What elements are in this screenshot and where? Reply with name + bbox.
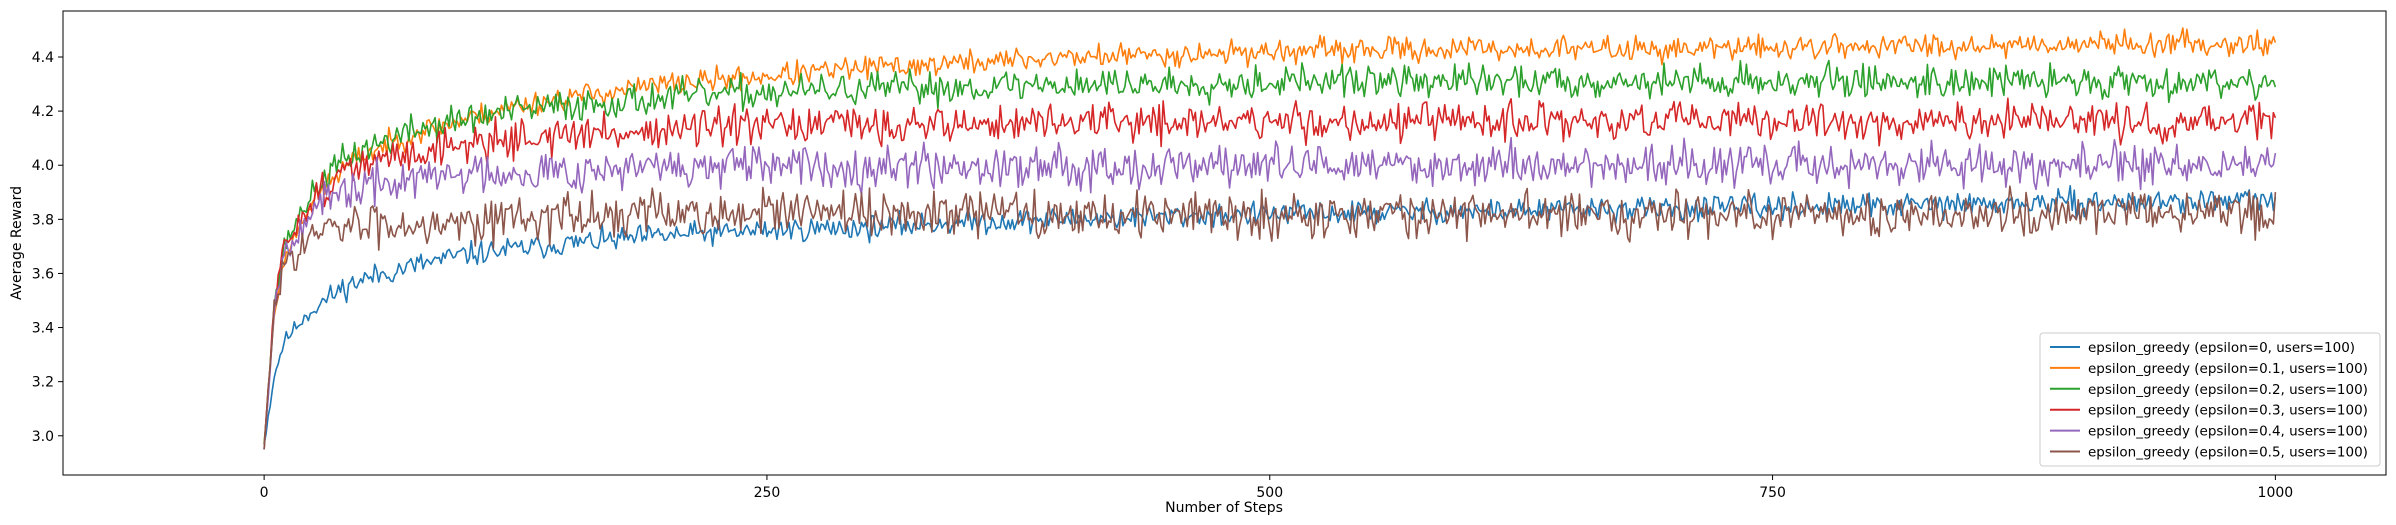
series-line-1 [263,27,2277,444]
y-tick-label: 3.6 [32,266,54,282]
x-axis-label: Number of Steps [1165,500,1283,516]
legend: epsilon_greedy (epsilon=0, users=100) eps… [2039,332,2381,467]
legend-label-2: epsilon_greedy (epsilon=0.2, users=100) [2088,382,2368,398]
legend-label-1: epsilon_greedy (epsilon=0.1, users=100) [2088,361,2368,377]
x-tick-label: 1000 [2258,485,2294,501]
y-axis-label: Average Reward [9,186,25,300]
legend-label-4: epsilon_greedy (epsilon=0.4, users=100) [2088,424,2368,440]
series-line-5 [263,185,2277,450]
y-tick-label: 4.0 [32,158,54,174]
x-tick-label: 750 [1759,485,1786,501]
axes-frame [62,10,2387,476]
series-line-2 [263,59,2277,444]
x-tick-label: 500 [1256,485,1283,501]
series-layer [263,27,2277,450]
series-line-4 [263,136,2277,450]
x-tick-label: 0 [260,485,269,501]
legend-label-3: epsilon_greedy (epsilon=0.3, users=100) [2088,403,2368,419]
y-axis: 3.0 3.2 3.4 3.6 3.8 4.0 4.2 4.4 [32,50,63,445]
y-tick-label: 3.2 [32,375,54,391]
y-tick-label: 4.2 [32,104,54,120]
y-tick-label: 3.4 [32,321,54,337]
plot-area [62,10,2387,476]
x-axis: 0 250 500 750 1000 [260,475,2294,501]
series-line-0 [263,184,2277,445]
legend-label-5: epsilon_greedy (epsilon=0.5, users=100) [2088,445,2368,461]
series-line-3 [263,97,2277,450]
x-tick-label: 250 [754,485,781,501]
y-tick-label: 4.4 [32,50,54,66]
y-tick-label: 3.0 [32,429,54,445]
legend-label-0: epsilon_greedy (epsilon=0, users=100) [2088,340,2355,356]
legend-frame [2039,332,2381,467]
y-tick-label: 3.8 [32,212,54,228]
legend-items: epsilon_greedy (epsilon=0, users=100) eps… [2050,340,2368,461]
